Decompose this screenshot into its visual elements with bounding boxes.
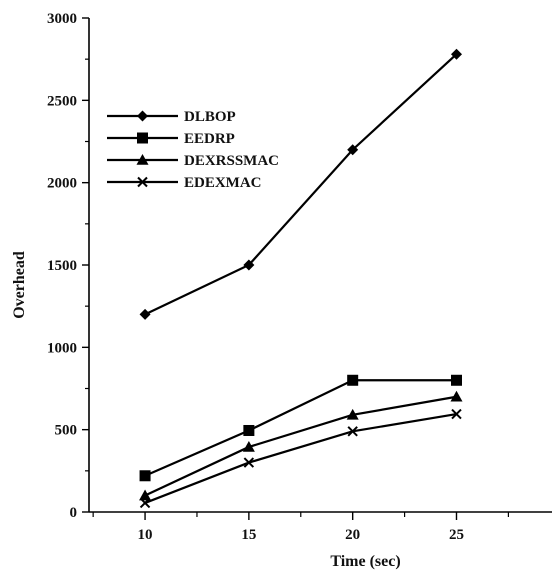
- x-axis-title: Time (sec): [330, 553, 400, 570]
- y-axis-title: Overhead: [11, 251, 28, 319]
- legend-marker: [137, 176, 148, 188]
- data-point: [450, 374, 462, 386]
- data-point: [346, 408, 359, 420]
- data-point: [243, 259, 255, 271]
- y-tick-label: 2500: [47, 93, 77, 109]
- legend-label: DLBOP: [184, 109, 236, 125]
- y-tick-label: 2000: [47, 176, 77, 192]
- x-tick-label: 20: [345, 527, 360, 543]
- y-tick-label: 1500: [47, 258, 77, 274]
- series-line: [144, 412, 457, 504]
- x-tick-label: 10: [138, 527, 153, 543]
- data-point: [139, 470, 151, 482]
- legend: DLBOP EEDRP DEXRSSMAC EDEXMAC: [107, 109, 279, 191]
- series-layer: [139, 48, 463, 509]
- axes: [88, 18, 552, 513]
- legend-item: DLBOP: [107, 109, 236, 125]
- data-point: [347, 374, 359, 386]
- data-point: [139, 497, 151, 509]
- series-edexmac: [139, 408, 462, 509]
- legend-marker: [137, 110, 148, 122]
- series-line: [144, 53, 458, 316]
- series-dexrssmac: [139, 390, 463, 501]
- legend-item: EEDRP: [107, 131, 235, 147]
- data-point: [347, 426, 358, 437]
- data-point: [347, 144, 359, 156]
- y-tick-label: 1000: [47, 340, 77, 356]
- data-point: [242, 440, 255, 452]
- data-point: [451, 408, 462, 420]
- legend-label: EEDRP: [184, 131, 235, 147]
- y-tick-label: 500: [55, 423, 78, 439]
- data-point: [450, 48, 462, 60]
- data-point: [139, 489, 152, 501]
- series-dlbop: [139, 48, 462, 320]
- y-tick-label: 3000: [47, 11, 77, 27]
- legend-marker: [137, 132, 148, 144]
- x-tick-label: 25: [449, 527, 464, 543]
- data-point: [450, 390, 463, 402]
- legend-label: EDEXMAC: [184, 175, 262, 191]
- x-tick-label: 15: [241, 527, 256, 543]
- series-eedrp: [139, 374, 462, 482]
- series-line: [144, 395, 457, 497]
- legend-item: DEXRSSMAC: [107, 153, 279, 169]
- series-line: [144, 379, 457, 477]
- data-point: [243, 457, 255, 468]
- legend-marker: [136, 154, 149, 165]
- data-point: [243, 424, 255, 436]
- legend-label: DEXRSSMAC: [184, 153, 279, 169]
- legend-item: EDEXMAC: [107, 175, 262, 191]
- y-tick-label: 0: [70, 505, 78, 521]
- axis-ticks: 0 500 1000 1500 2000 2500 3000 10 15 20 25: [47, 11, 509, 543]
- data-point: [139, 308, 151, 320]
